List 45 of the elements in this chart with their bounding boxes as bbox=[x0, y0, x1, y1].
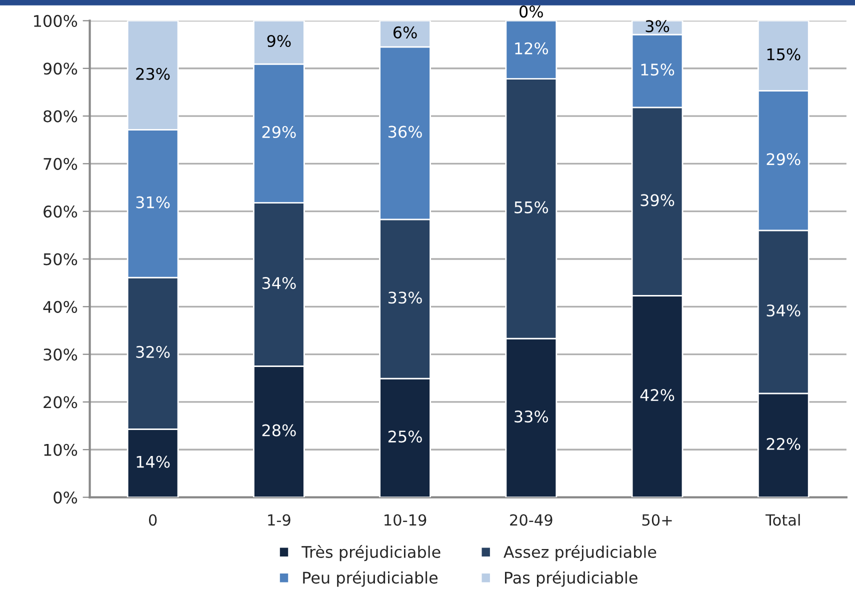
x-tick-label: 20-49 bbox=[510, 514, 552, 526]
data-label: 29% bbox=[262, 126, 296, 138]
y-tick-label: 40% bbox=[43, 300, 78, 313]
data-label: 29% bbox=[766, 153, 800, 166]
y-tick-label: 70% bbox=[44, 158, 78, 170]
data-label: 31% bbox=[136, 196, 170, 208]
data-label: 25% bbox=[388, 430, 422, 443]
data-label: 0% bbox=[520, 6, 543, 18]
data-label: 23% bbox=[136, 68, 170, 80]
data-label: 33% bbox=[514, 410, 548, 423]
data-label: 9% bbox=[267, 34, 291, 48]
x-tick-label: 1-9 bbox=[268, 514, 290, 526]
y-tick-label: 80% bbox=[44, 110, 78, 122]
data-label: 12% bbox=[515, 42, 548, 54]
data-label: 28% bbox=[262, 424, 296, 436]
data-label: 34% bbox=[262, 277, 296, 290]
y-tick-label: 20% bbox=[44, 396, 78, 408]
y-tick-label: 10% bbox=[44, 444, 78, 456]
data-label: 36% bbox=[388, 126, 422, 138]
data-label: 32% bbox=[136, 346, 170, 358]
y-tick-label: 50% bbox=[44, 253, 78, 266]
data-label: 15% bbox=[767, 48, 800, 60]
y-tick-label: 30% bbox=[44, 348, 78, 361]
data-label: 22% bbox=[766, 438, 800, 450]
y-tick-label: 0% bbox=[54, 491, 78, 504]
data-label: 15% bbox=[641, 64, 674, 76]
y-tick-label: 90% bbox=[43, 62, 78, 75]
x-tick-label: 10-19 bbox=[384, 514, 426, 526]
legend-label: Peu préjudiciable bbox=[303, 570, 438, 587]
x-tick-label: Total bbox=[766, 514, 800, 526]
data-label: 14% bbox=[136, 456, 170, 468]
x-tick-label: 0 bbox=[148, 514, 157, 526]
data-label: 39% bbox=[640, 194, 674, 206]
data-label: 33% bbox=[388, 292, 422, 304]
data-label: 6% bbox=[394, 26, 417, 38]
y-tick-label: 100% bbox=[34, 14, 78, 28]
data-label: 34% bbox=[766, 304, 800, 317]
legend-label: Pas préjudiciable bbox=[504, 570, 638, 587]
y-tick-label: 60% bbox=[44, 206, 78, 218]
legend-label: Assez préjudiciable bbox=[504, 545, 656, 562]
x-tick-label: 50+ bbox=[642, 514, 672, 526]
data-label: 42% bbox=[640, 389, 674, 402]
data-label: 3% bbox=[646, 20, 670, 32]
data-label: 55% bbox=[514, 201, 548, 214]
legend-label: Très préjudiciable bbox=[302, 545, 440, 562]
